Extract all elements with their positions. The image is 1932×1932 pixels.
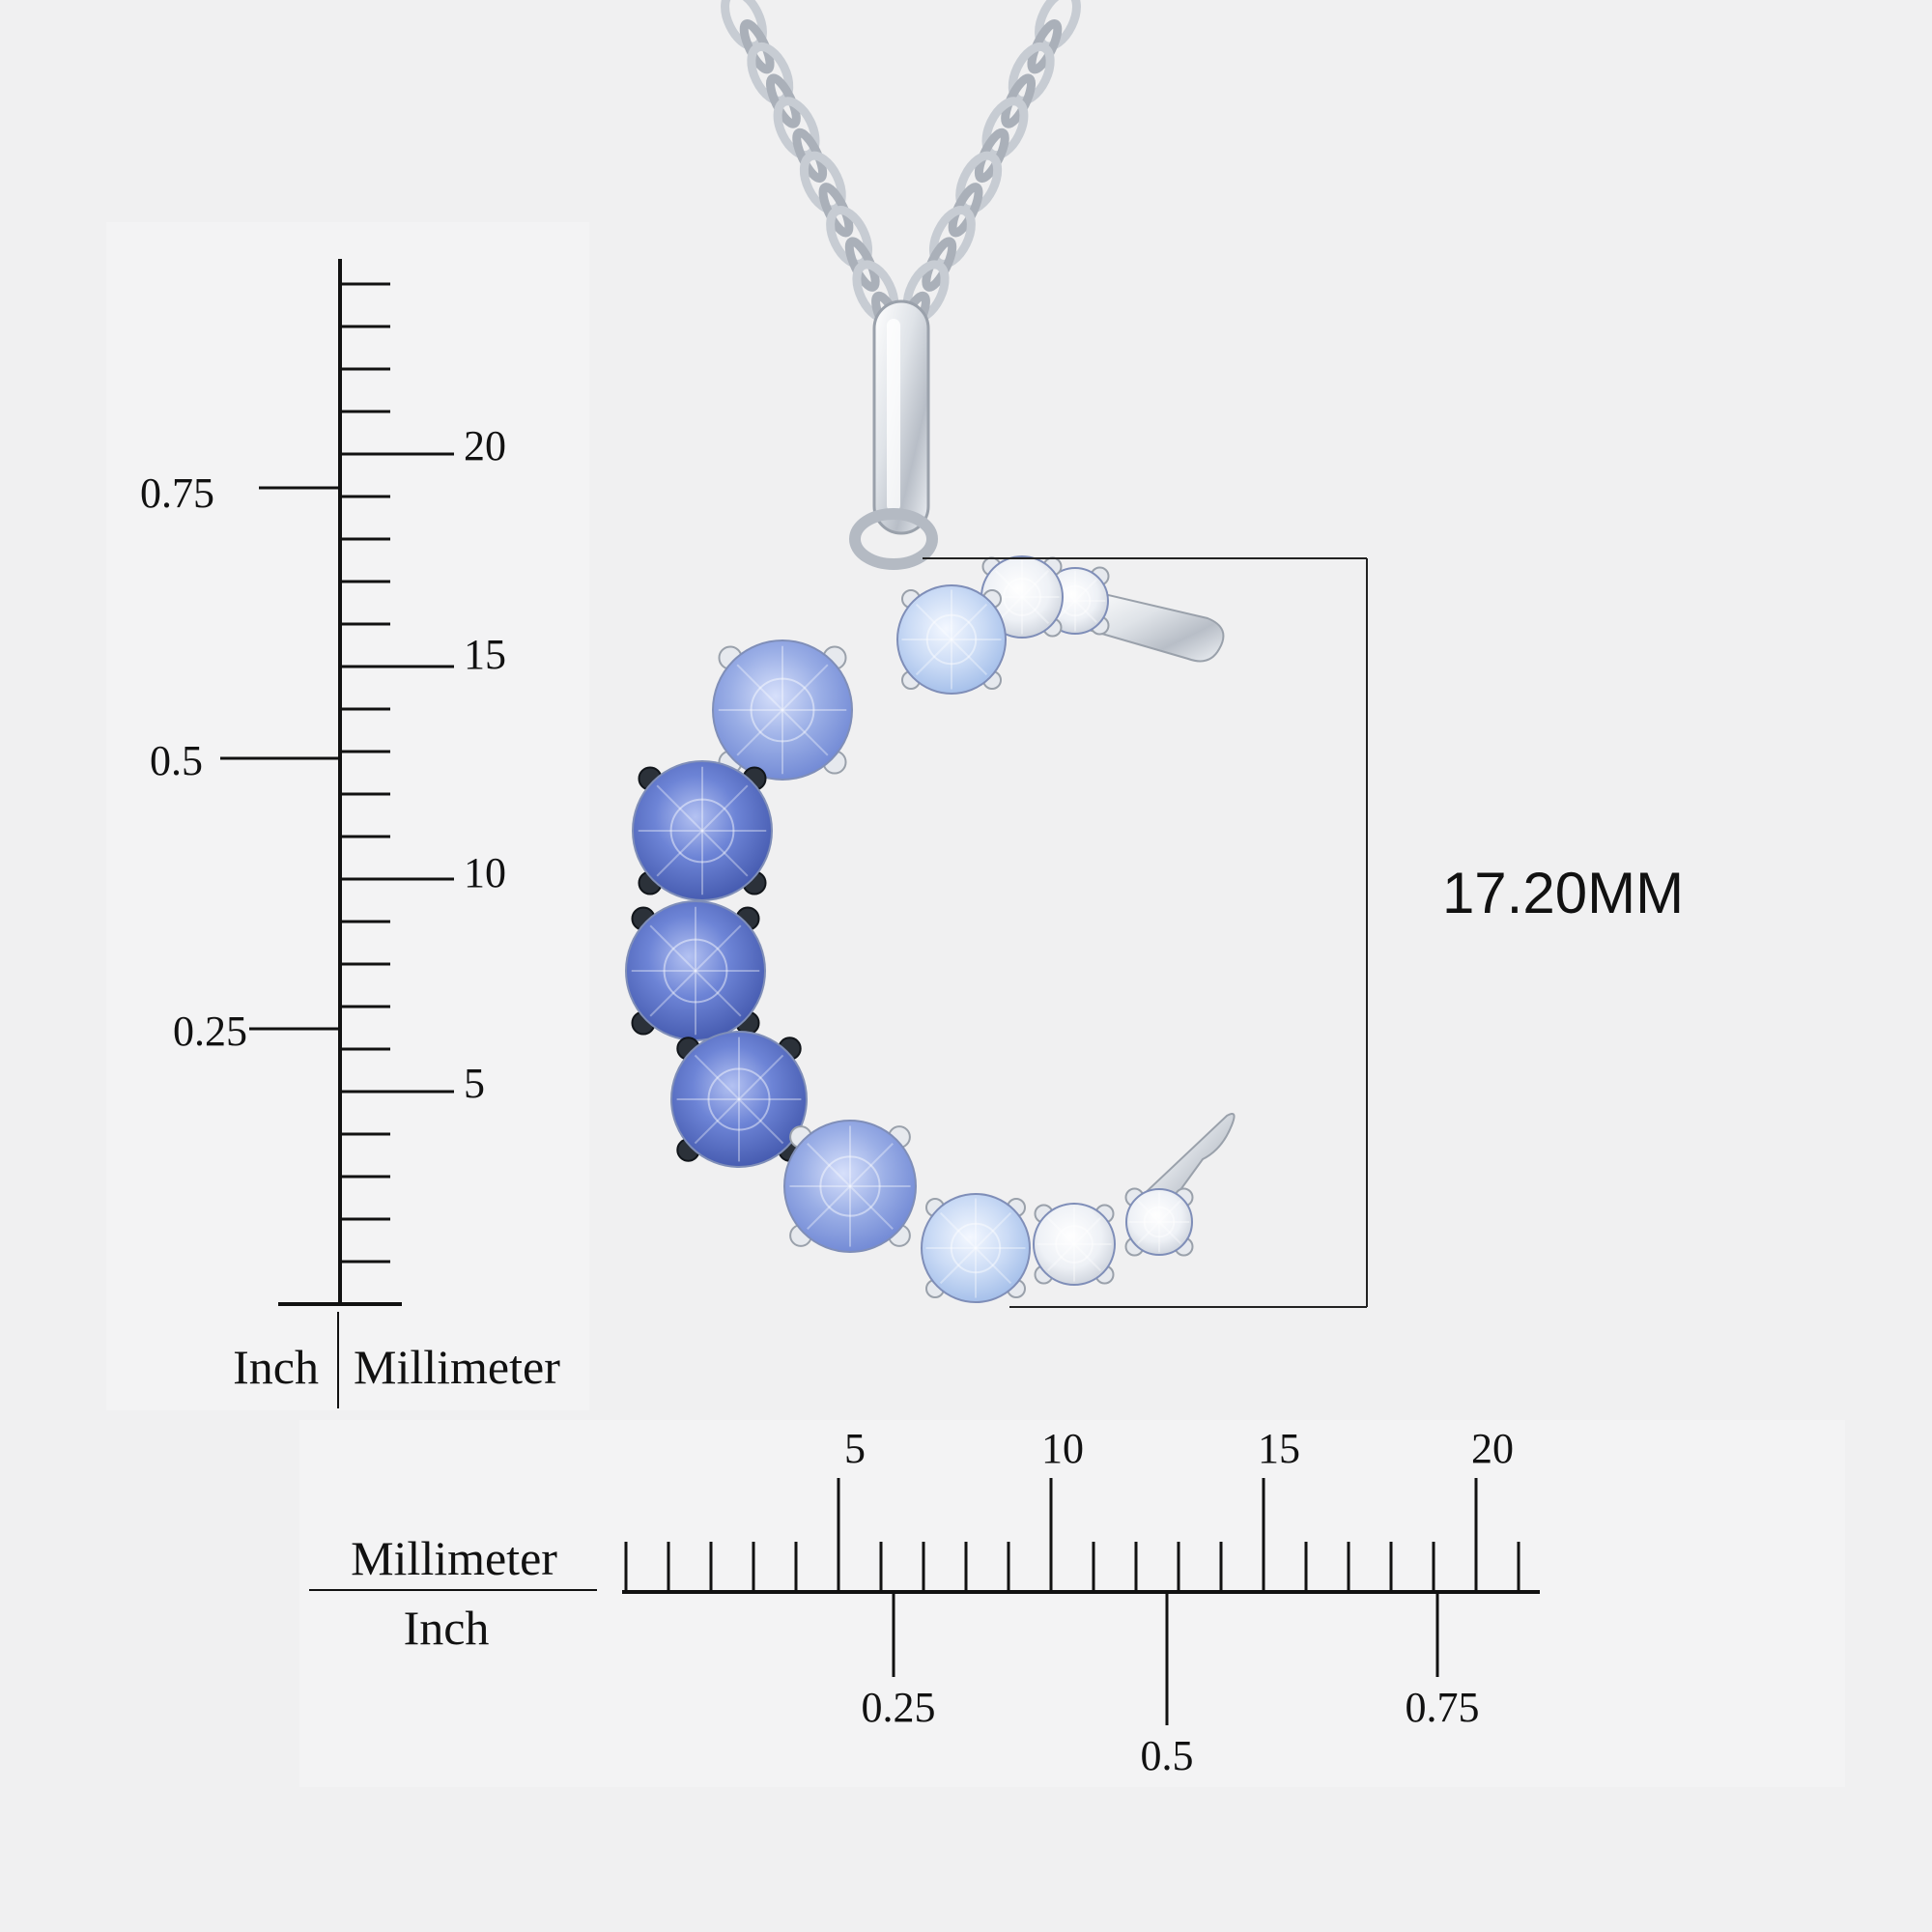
vertical-mm-label-20: 20 <box>464 422 506 469</box>
gemstone-row <box>626 556 1193 1302</box>
horizontal-mm-label-20: 20 <box>1471 1425 1514 1472</box>
horizontal-caption-millimeter: Millimeter <box>351 1531 557 1585</box>
horizontal-inch-label-05: 0.5 <box>1141 1732 1194 1779</box>
vertical-caption-millimeter: Millimeter <box>354 1340 560 1394</box>
crescent-moon-pendant-icon <box>626 301 1275 1302</box>
vertical-mm-label-15: 15 <box>464 631 506 678</box>
vertical-mm-label-10: 10 <box>464 849 506 896</box>
dimension-label: 17.20MM <box>1442 861 1684 925</box>
horizontal-inch-label-025: 0.25 <box>862 1684 936 1731</box>
vertical-mm-label-5: 5 <box>464 1060 485 1107</box>
vertical-inch-label-025: 0.25 <box>173 1008 247 1055</box>
vertical-inch-label-05: 0.5 <box>150 737 203 784</box>
horizontal-mm-label-10: 10 <box>1041 1425 1084 1472</box>
chain-icon <box>718 0 1085 345</box>
horizontal-caption-inch: Inch <box>404 1601 490 1655</box>
bail <box>874 301 928 533</box>
vertical-inch-label-075: 0.75 <box>140 469 214 517</box>
vertical-ruler-panel <box>106 222 589 1410</box>
horizontal-mm-label-5: 5 <box>844 1425 866 1472</box>
horizontal-inch-label-075: 0.75 <box>1406 1684 1480 1731</box>
horizontal-mm-label-15: 15 <box>1258 1425 1300 1472</box>
horizontal-ruler-panel <box>299 1420 1845 1787</box>
vertical-caption-inch: Inch <box>233 1340 319 1394</box>
